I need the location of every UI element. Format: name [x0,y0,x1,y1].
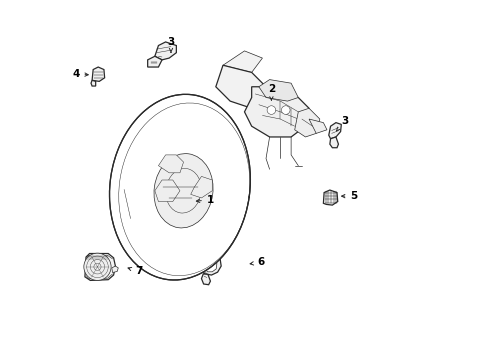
Polygon shape [323,190,337,205]
Polygon shape [204,260,217,272]
Polygon shape [294,108,319,137]
Ellipse shape [266,106,275,114]
Ellipse shape [109,94,250,280]
Text: 1: 1 [196,195,214,205]
Polygon shape [158,155,183,173]
Polygon shape [223,51,262,72]
Text: 5: 5 [341,191,357,201]
Polygon shape [147,56,162,67]
Polygon shape [85,253,115,280]
Polygon shape [92,67,104,81]
Polygon shape [155,42,176,60]
Polygon shape [308,119,326,134]
Polygon shape [258,80,298,101]
Polygon shape [91,80,96,86]
Text: 3: 3 [336,116,348,131]
Polygon shape [155,180,180,202]
Ellipse shape [83,253,111,280]
Text: 7: 7 [128,266,142,276]
Ellipse shape [281,106,289,114]
Polygon shape [201,274,210,285]
Ellipse shape [154,154,213,228]
Text: 3: 3 [167,37,174,53]
Text: 2: 2 [267,84,274,100]
Polygon shape [201,255,221,275]
Polygon shape [244,87,308,137]
Polygon shape [112,266,118,273]
Polygon shape [328,123,341,139]
Polygon shape [190,176,212,198]
Polygon shape [215,65,265,108]
Polygon shape [329,137,338,148]
Text: 4: 4 [72,69,88,79]
Text: 6: 6 [250,257,264,267]
